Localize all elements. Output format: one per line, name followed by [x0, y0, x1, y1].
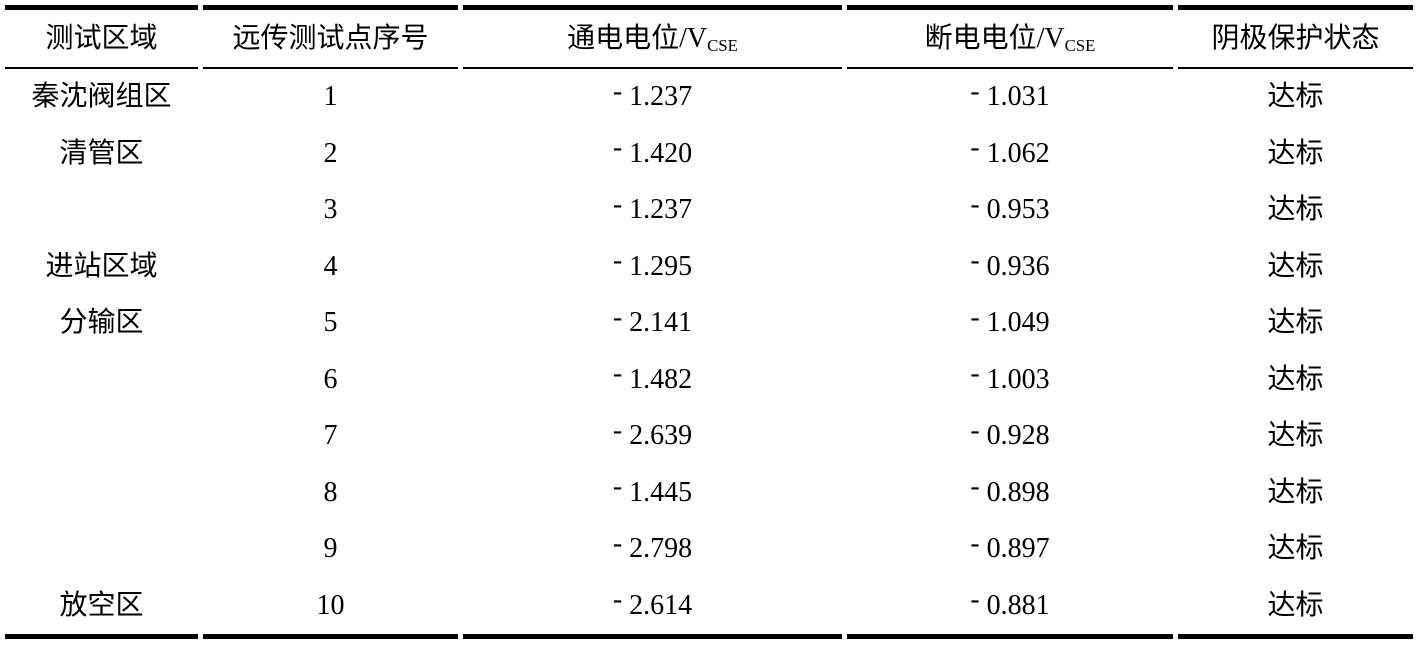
cell-point-number: 1 — [323, 81, 338, 113]
cell-protection-status: 达标 — [1267, 363, 1324, 395]
minus-sign: - — [612, 301, 623, 333]
cell-point-number: 6 — [323, 363, 338, 395]
cell-protection-status: 达标 — [1267, 194, 1324, 226]
header-off-potential: 断电电位/VCSE — [847, 5, 1173, 69]
table-row: 进站区域 4 - 1.295 - 0.936 达标 — [5, 239, 1413, 296]
cell-on-potential: - 2.639 — [612, 414, 693, 452]
cell-on-potential: - 1.237 — [612, 75, 693, 113]
cell-point-number: 8 — [323, 476, 338, 508]
minus-sign: - — [612, 132, 623, 164]
minus-sign: - — [612, 471, 623, 503]
minus-sign: - — [612, 414, 623, 446]
table-row: 秦沈阀组区 1 - 1.237 - 1.031 达标 — [5, 69, 1413, 126]
table-row: 6 - 1.482 - 1.003 达标 — [5, 352, 1413, 409]
cell-on-potential: - 2.614 — [463, 578, 842, 639]
cell-on-potential: - 1.482 — [612, 358, 693, 395]
minus-sign: - — [612, 245, 623, 277]
cell-test-area — [5, 352, 198, 409]
cell-protection-status: 达标 — [1267, 81, 1324, 113]
cell-test-area: 放空区 — [5, 578, 198, 639]
cell-protection-status: 达标 — [1267, 420, 1324, 452]
header-on-potential-subscript: CSE — [707, 35, 738, 55]
cell-test-area: 进站区域 — [45, 250, 158, 282]
minus-sign: - — [612, 188, 623, 220]
cell-off-potential: - 1.031 — [970, 75, 1050, 113]
minus-sign: - — [612, 358, 623, 390]
cell-on-potential: - 1.445 — [612, 471, 693, 508]
table-row: 7 - 2.639 - 0.928 达标 — [5, 408, 1413, 465]
header-off-potential-subscript: CSE — [1064, 35, 1096, 55]
cell-on-potential: - 1.237 — [612, 188, 693, 226]
cell-protection-status: 达标 — [1178, 578, 1413, 639]
table-body: 秦沈阀组区 1 - 1.237 - 1.031 达标 清管区 2 - 1.420… — [5, 69, 1413, 639]
minus-sign: - — [970, 75, 980, 107]
minus-sign: - — [970, 527, 980, 559]
cell-off-potential: - 0.953 — [970, 188, 1050, 226]
header-on-potential-label: 通电电位/V — [567, 22, 708, 54]
minus-sign: - — [970, 471, 980, 503]
cell-protection-status: 达标 — [1267, 533, 1324, 565]
table-header: 测试区域 远传测试点序号 通电电位/VCSE 断电电位/VCSE 阴极保护状态 — [5, 5, 1413, 69]
cell-on-potential: - 2.141 — [612, 301, 693, 339]
table-row: 3 - 1.237 - 0.953 达标 — [5, 182, 1413, 239]
cell-point-number: 3 — [323, 194, 338, 226]
minus-sign: - — [970, 584, 980, 616]
header-protection-status: 阴极保护状态 — [1178, 5, 1413, 69]
minus-sign: - — [612, 584, 623, 616]
minus-sign: - — [970, 245, 980, 277]
cell-off-potential: - 1.003 — [970, 358, 1050, 395]
table-row: 分输区 5 - 2.141 - 1.049 达标 — [5, 295, 1413, 352]
cell-point-number: 2 — [323, 137, 338, 169]
cell-on-potential: - 2.798 — [612, 527, 693, 565]
cell-point-number: 5 — [323, 307, 338, 339]
cell-off-potential: - 0.936 — [970, 245, 1050, 282]
table-row: 清管区 2 - 1.420 - 1.062 达标 — [5, 126, 1413, 183]
cell-off-potential: - 0.897 — [970, 527, 1050, 565]
header-on-potential: 通电电位/VCSE — [463, 5, 842, 69]
cell-protection-status: 达标 — [1267, 476, 1324, 508]
cell-test-area — [5, 408, 198, 465]
cell-point-number: 9 — [323, 533, 338, 565]
cell-off-potential: - 1.049 — [970, 301, 1050, 339]
header-row: 测试区域 远传测试点序号 通电电位/VCSE 断电电位/VCSE 阴极保护状态 — [5, 5, 1413, 69]
cell-protection-status: 达标 — [1267, 137, 1324, 169]
minus-sign: - — [970, 132, 980, 164]
minus-sign: - — [970, 358, 980, 390]
minus-sign: - — [612, 527, 623, 559]
cell-on-potential: - 1.295 — [612, 245, 693, 282]
cell-point-number: 4 — [323, 250, 338, 282]
cell-test-area — [5, 521, 198, 578]
cell-test-area: 清管区 — [59, 137, 144, 169]
minus-sign: - — [970, 414, 980, 446]
cell-on-potential: - 1.420 — [612, 132, 693, 169]
cell-point-number: 7 — [323, 420, 338, 452]
minus-sign: - — [970, 188, 980, 220]
cell-off-potential: - 0.898 — [970, 471, 1050, 508]
cell-off-potential: - 0.928 — [970, 414, 1050, 452]
header-point-number: 远传测试点序号 — [203, 5, 458, 69]
cell-off-potential: - 0.881 — [847, 578, 1173, 639]
header-test-area: 测试区域 — [5, 5, 198, 69]
cell-protection-status: 达标 — [1267, 307, 1324, 339]
table-row: 8 - 1.445 - 0.898 达标 — [5, 465, 1413, 522]
minus-sign: - — [970, 301, 980, 333]
header-off-potential-label: 断电电位/V — [924, 22, 1065, 54]
cell-test-area — [5, 465, 198, 522]
cell-test-area: 秦沈阀组区 — [31, 81, 172, 113]
cell-protection-status: 达标 — [1267, 250, 1324, 282]
cell-test-area — [5, 182, 198, 239]
table-row: 放空区 10 - 2.614 - 0.881 达标 — [5, 578, 1413, 639]
cathodic-protection-test-table: 测试区域 远传测试点序号 通电电位/VCSE 断电电位/VCSE 阴极保护状态 … — [0, 5, 1418, 639]
table-row: 9 - 2.798 - 0.897 达标 — [5, 521, 1413, 578]
cell-off-potential: - 1.062 — [970, 132, 1050, 169]
cell-test-area: 分输区 — [59, 307, 144, 339]
minus-sign: - — [612, 75, 623, 107]
cell-point-number: 10 — [203, 578, 458, 639]
